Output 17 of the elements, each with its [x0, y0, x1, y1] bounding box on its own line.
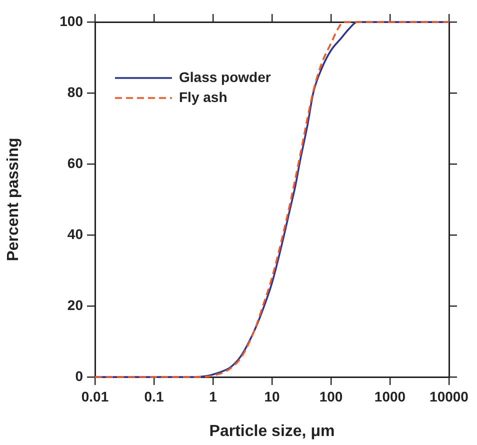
y-tick-label: 20 [67, 296, 84, 313]
x-tick-label: 0.01 [81, 388, 109, 404]
x-tick-label: 0.1 [144, 388, 164, 404]
y-tick-label: 100 [60, 12, 84, 29]
legend-label: Fly ash [179, 88, 228, 105]
x-axis-title: Particle size, μm [209, 422, 335, 440]
y-axis-title: Percent passing [5, 138, 22, 262]
x-tick-label: 100 [319, 388, 343, 404]
y-tick-label: 60 [67, 154, 84, 171]
legend-label: Glass powder [179, 68, 272, 85]
x-tick-label: 10000 [430, 388, 469, 404]
y-tick-label: 80 [67, 84, 84, 100]
y-tick-label: 40 [67, 226, 84, 242]
x-tick-label: 1 [209, 388, 218, 404]
x-tick-label: 10 [264, 388, 280, 404]
x-tick-label: 1000 [374, 388, 406, 404]
y-tick-label: 0 [75, 368, 84, 384]
